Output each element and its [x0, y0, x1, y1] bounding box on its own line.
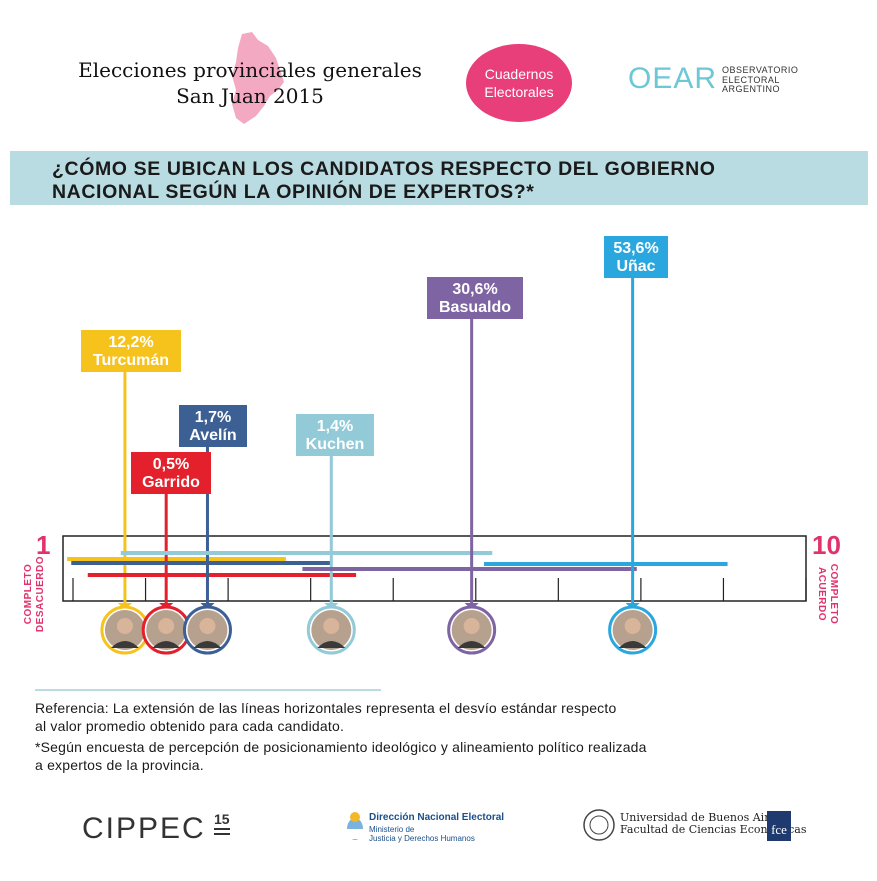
san-juan-map-icon — [232, 32, 284, 124]
candidate-label: 1,7% Avelín — [179, 405, 247, 447]
candidate-name: Avelín — [189, 427, 237, 444]
candidate-face — [463, 618, 480, 634]
cuadernos-electorales-badge: Cuadernos Electorales — [466, 44, 572, 122]
uba-logo-text: Universidad de Buenos Aires Facultad de … — [620, 811, 807, 836]
candidate-vote: 53,6% — [613, 240, 659, 257]
scale-max-label: 10 — [812, 530, 841, 560]
position-chart — [62, 278, 807, 655]
candidate-shoulders — [317, 641, 346, 648]
page-title: Elecciones provinciales generales San Ju… — [78, 58, 422, 108]
candidate-face — [199, 618, 216, 634]
chart-frame — [62, 535, 807, 602]
candidate-label: 1,4% Kuchen — [296, 414, 374, 456]
candidate-label: 30,6% Basualdo — [427, 277, 523, 319]
scale-min-label: 1 — [36, 530, 51, 560]
candidate-label: 53,6% Uñac — [604, 236, 668, 278]
candidate-vote: 30,6% — [452, 281, 498, 298]
candidate-name: Turcumán — [92, 352, 170, 369]
candidate-vote: 0,5% — [152, 456, 190, 473]
candidate-face — [323, 618, 340, 634]
fce-logo-icon: fce — [767, 811, 791, 841]
candidate-name: Basualdo — [438, 299, 511, 316]
dne-logo-subtitle: Ministerio de Justicia y Derechos Humano… — [369, 825, 475, 843]
svg-text:fce: fce — [771, 822, 787, 837]
reference-note: Referencia: La extensión de las líneas h… — [35, 700, 617, 734]
candidate-name: Kuchen — [305, 436, 365, 453]
question-title: ¿CÓMO SE UBICAN LOS CANDIDATOS RESPECTO … — [52, 158, 716, 203]
cippec-anniversary-icon: 15 — [214, 811, 230, 835]
candidate-vote: 12,2% — [108, 334, 154, 351]
candidate-shoulders — [110, 641, 139, 648]
candidate-face — [158, 618, 175, 634]
reference-divider — [35, 689, 381, 691]
dne-logo-title: Dirección Nacional Electoral — [369, 812, 505, 823]
oear-logo: OEAR — [628, 62, 718, 95]
scale-min-text: COMPLETO DESACUERDO — [23, 555, 46, 633]
candidate-shoulders — [193, 641, 222, 648]
candidate-shoulders — [457, 641, 486, 648]
scale-max-text: COMPLETO ACUERDO — [816, 563, 839, 625]
svg-text:15: 15 — [214, 811, 230, 827]
oear-logo-subtitle: OBSERVATORIO ELECTORAL ARGENTINO — [722, 65, 799, 94]
candidate-shoulders — [618, 641, 647, 648]
candidate-vote: 1,4% — [316, 418, 354, 435]
candidate-face — [116, 618, 133, 634]
question-band — [10, 151, 868, 205]
candidate-label: 0,5% Garrido — [131, 452, 211, 494]
candidate-name: Uñac — [616, 258, 656, 275]
candidate-vote: 1,7% — [194, 409, 232, 426]
survey-note: *Según encuesta de percepción de posicio… — [35, 739, 647, 773]
cippec-logo: CIPPEC — [82, 812, 206, 845]
candidate-face — [624, 618, 641, 634]
candidate-label: 12,2% Turcumán — [81, 330, 181, 372]
uba-seal-icon — [583, 809, 615, 841]
candidate-name: Garrido — [142, 474, 200, 491]
argentina-coat-of-arms-icon — [347, 812, 363, 840]
candidate-shoulders — [152, 641, 181, 648]
